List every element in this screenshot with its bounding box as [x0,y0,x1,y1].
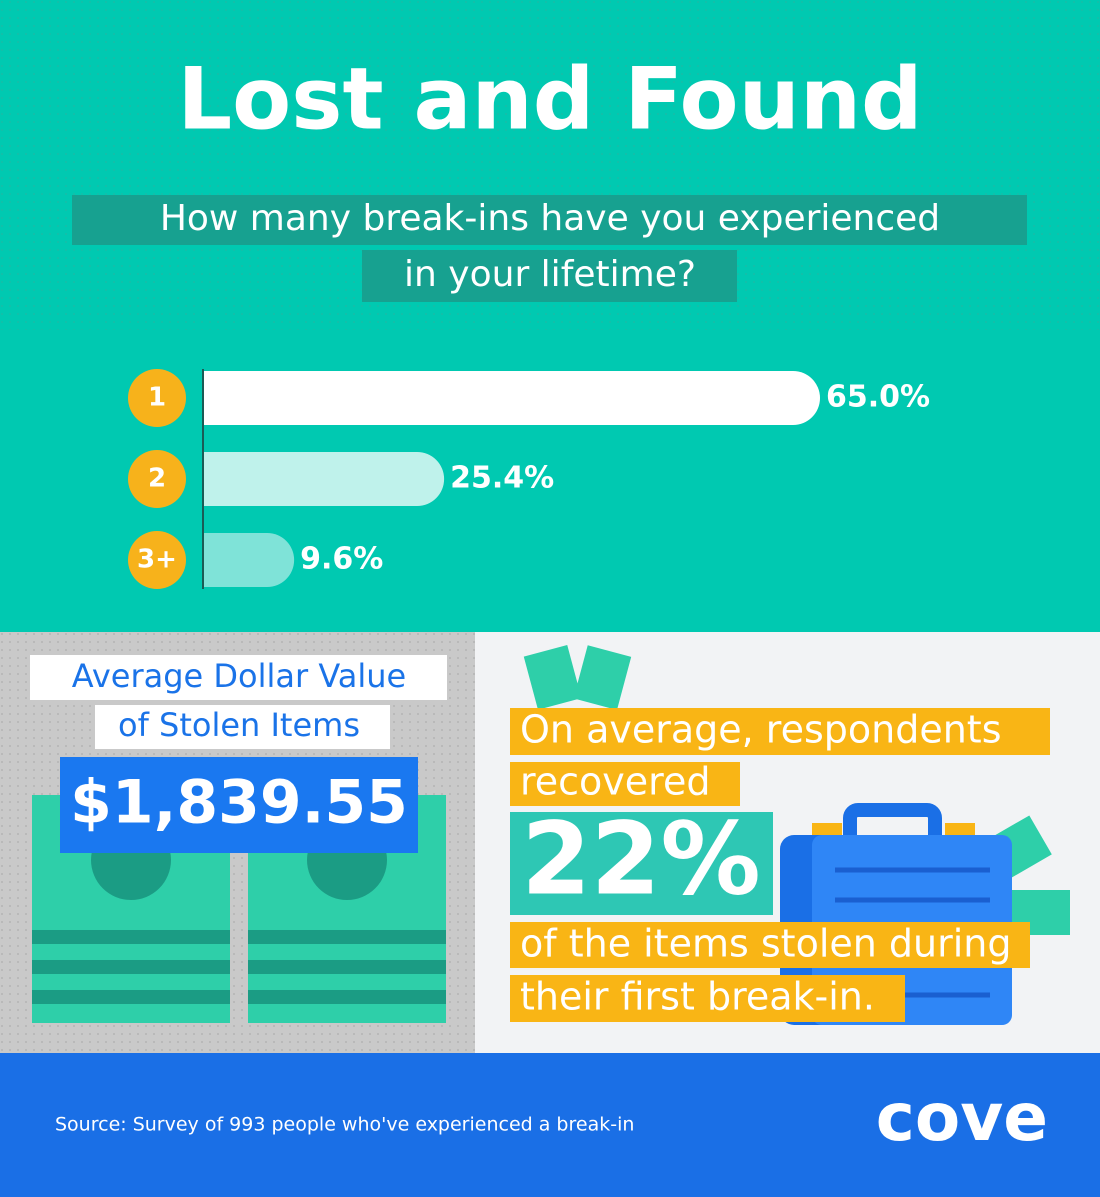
category-label: 3+ [137,545,177,575]
recovery-text: of the items stolen during [520,922,1012,966]
question-box [72,195,1027,245]
text-box [510,922,1030,968]
value-box [510,812,773,915]
label-box [95,705,390,749]
recovery-text: their first break-in. [520,975,875,1019]
question: in your lifetime? [404,254,696,295]
label-box [30,655,447,700]
category-badge [128,531,186,589]
dollar-label: of Stolen Items [118,706,360,744]
source: Source: Survey of 993 people who've expe… [55,1114,634,1136]
recovery-value: 22% [521,800,760,917]
bar [203,533,295,587]
category-label: 2 [148,464,166,494]
category-badge [128,369,186,427]
footer [0,1053,1100,1197]
value-label: 65.0% [826,380,930,415]
recovery-text: recovered [520,760,710,804]
dollar-label: Average Dollar Value [72,657,406,695]
value-label: 25.4% [450,461,554,496]
bar [203,371,820,425]
text-box [510,975,905,1022]
question: How many break-ins have you experienced [160,198,940,239]
category-badge [128,450,186,508]
logo: cove [876,1079,1048,1156]
bar [203,452,445,506]
bar-chart: 1 65.0% 2 25.4% 3+ 9.6% [128,369,930,589]
category-label: 1 [148,383,166,413]
recovery-text: On average, respondents [520,708,1002,752]
value-box [60,757,418,853]
value-label: 9.6% [300,542,383,577]
dollar-value: $1,839.55 [70,768,408,838]
text-box [510,708,1050,755]
text-box [510,762,740,806]
title: Lost and Found [177,49,922,149]
question-box [362,250,737,302]
